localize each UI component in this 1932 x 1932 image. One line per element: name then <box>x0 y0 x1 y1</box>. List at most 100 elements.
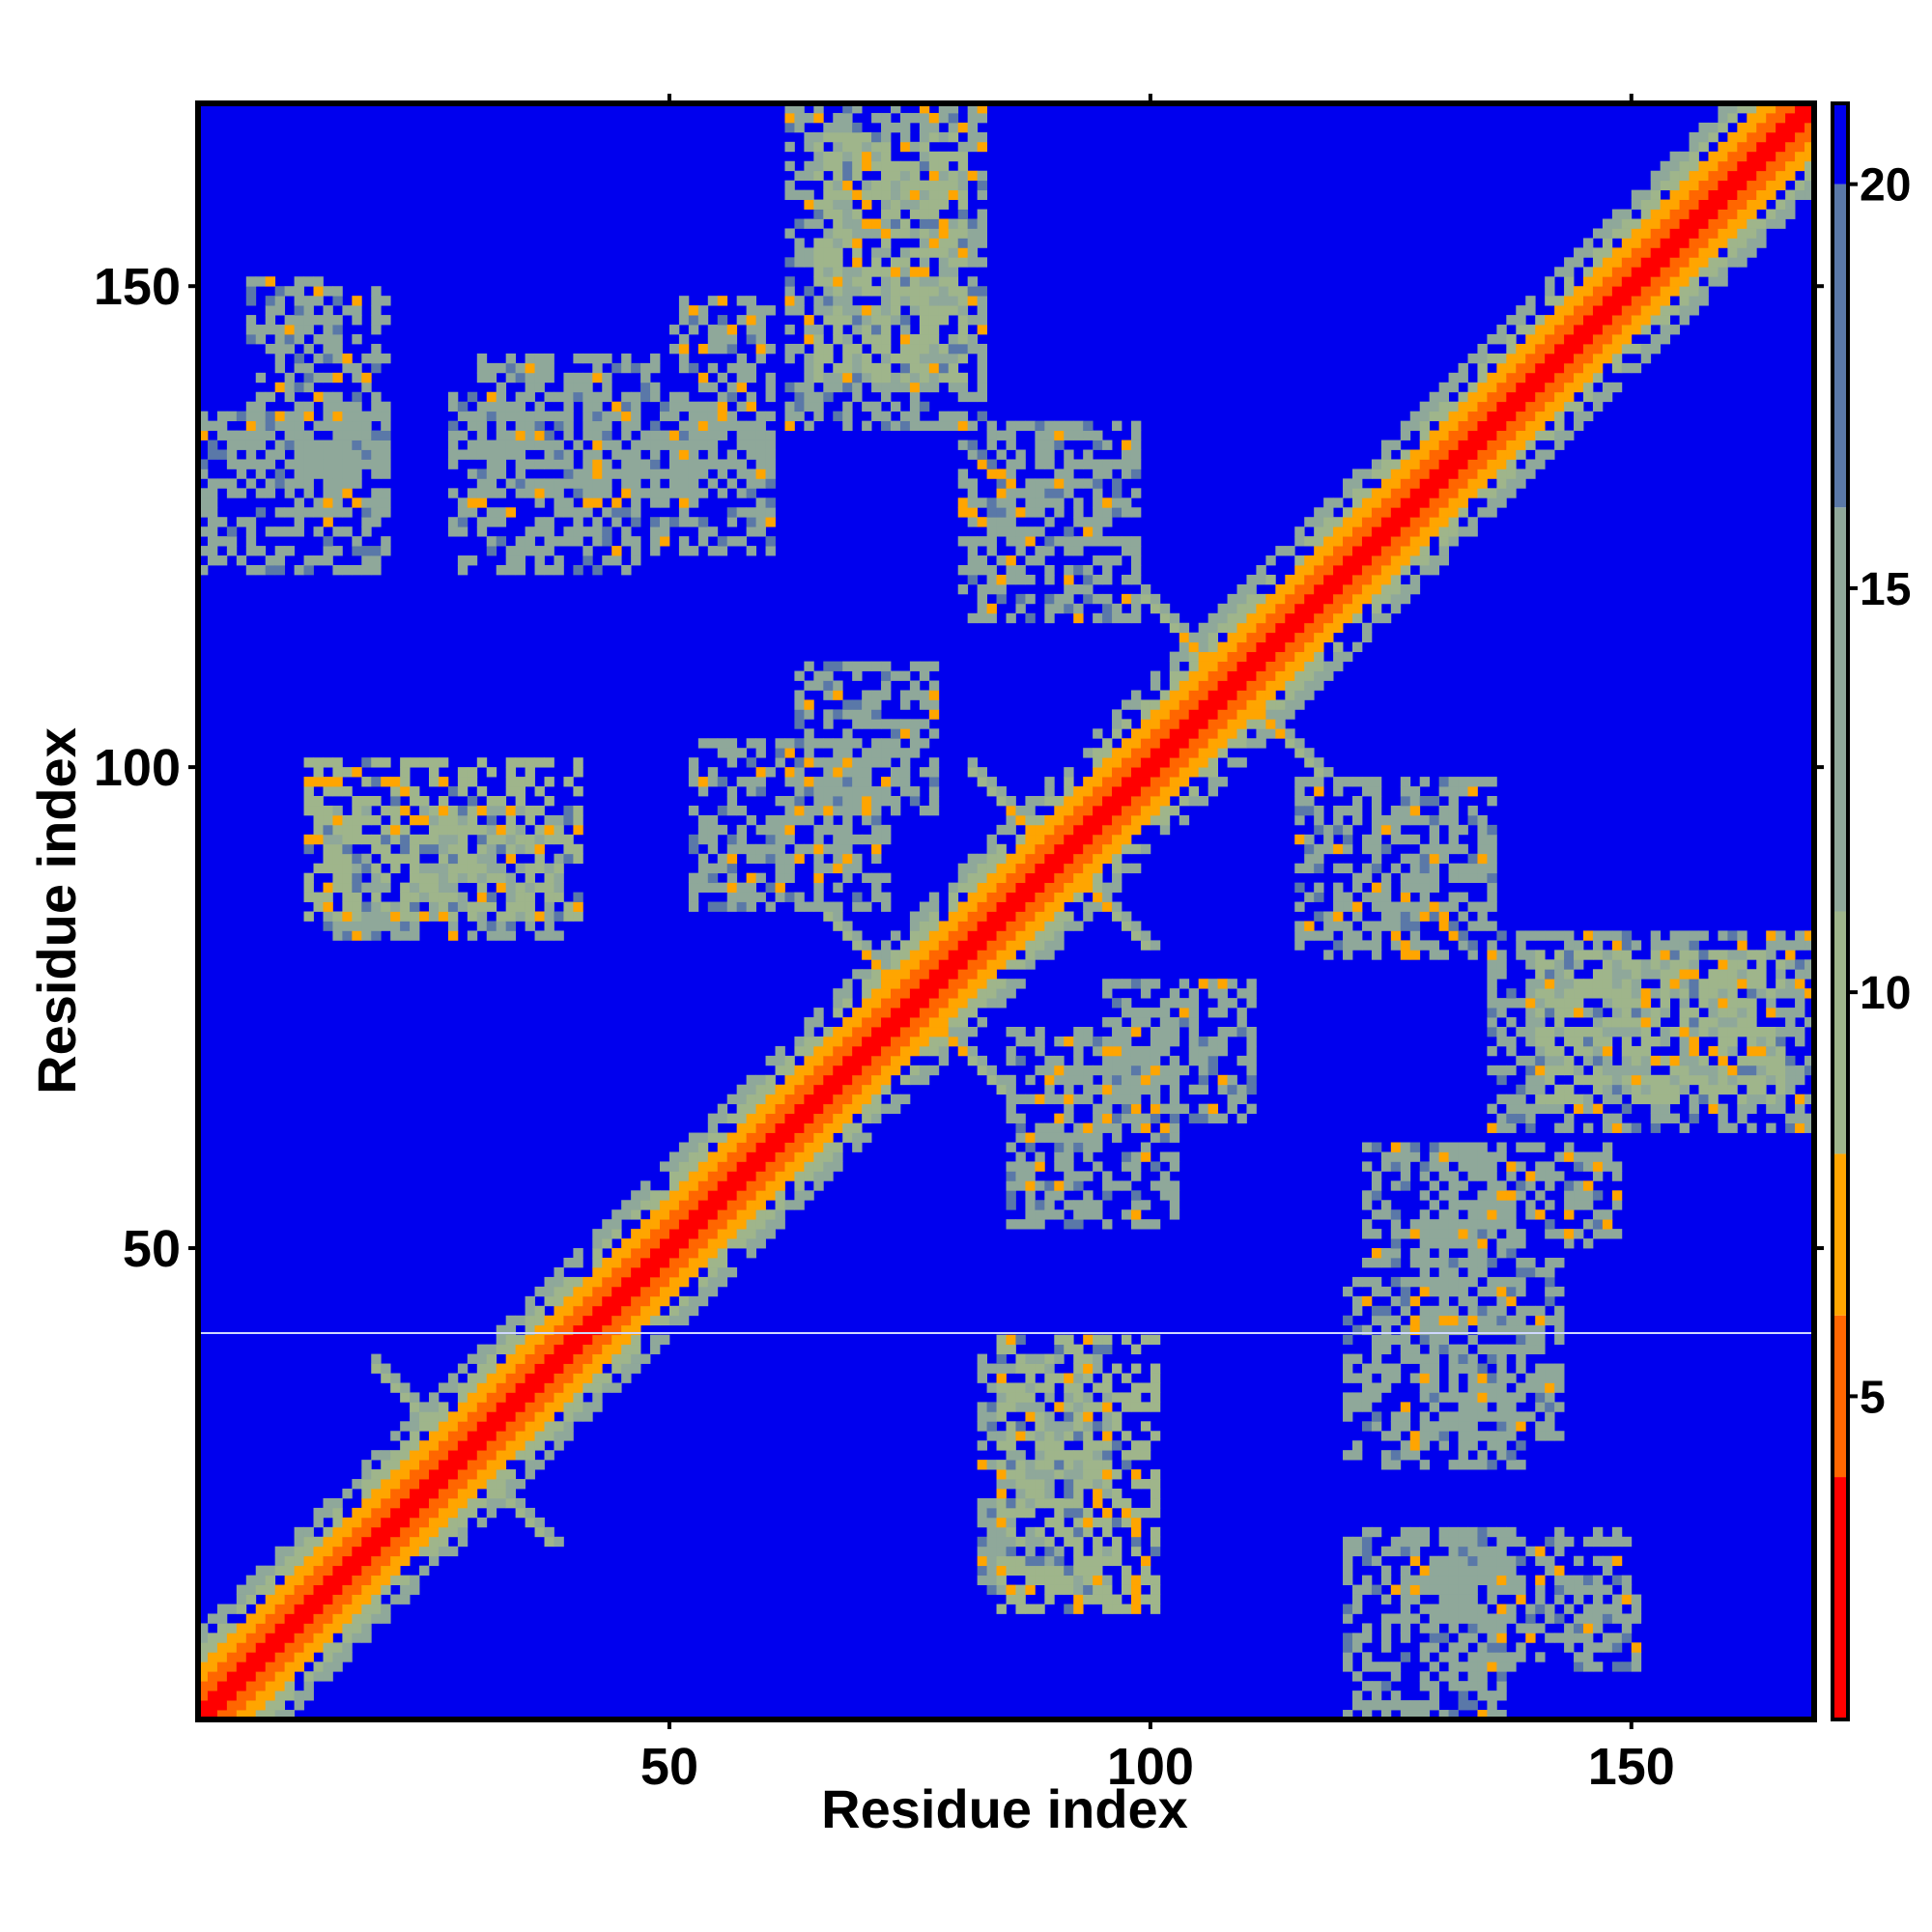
heatmap-cell <box>746 1238 756 1249</box>
heatmap-cell <box>342 411 353 422</box>
heatmap-cell <box>1083 1171 1094 1181</box>
heatmap-cell <box>707 1151 719 1162</box>
heatmap-cell <box>813 843 824 855</box>
heatmap-cell <box>447 1450 459 1461</box>
heatmap-cell <box>621 1200 632 1210</box>
heatmap-cell <box>371 1604 382 1614</box>
heatmap-cell <box>707 1132 719 1143</box>
heatmap-cell <box>996 469 1007 479</box>
heatmap-cell <box>1044 593 1055 605</box>
heatmap-cell <box>813 1084 824 1095</box>
heatmap-cell <box>881 189 892 200</box>
heatmap-cell <box>332 526 343 537</box>
heatmap-cell <box>255 1652 267 1662</box>
heatmap-cell <box>1083 459 1094 469</box>
heatmap-cell <box>1130 843 1142 855</box>
heatmap-cell <box>544 362 554 374</box>
heatmap-cell <box>602 382 612 393</box>
heatmap-cell <box>332 757 343 768</box>
heatmap-cell <box>438 1497 449 1509</box>
heatmap-cell <box>688 1190 699 1201</box>
heatmap-cell <box>1140 843 1151 855</box>
heatmap-cell <box>862 199 872 210</box>
heatmap-cell <box>1159 1180 1171 1191</box>
heatmap-cell <box>342 843 353 855</box>
heatmap-cell <box>361 777 372 787</box>
heatmap-cell <box>899 122 911 133</box>
heatmap-cell <box>573 767 583 778</box>
heatmap-cell <box>1025 1373 1036 1383</box>
heatmap-cell <box>1006 517 1016 527</box>
heatmap-cell <box>804 1074 814 1086</box>
heatmap-cell <box>852 141 863 153</box>
heatmap-cell <box>1054 1142 1065 1152</box>
heatmap-cell <box>284 1652 295 1662</box>
heatmap-cell <box>582 488 593 498</box>
heatmap-cell <box>977 863 987 874</box>
heatmap-cell <box>400 1594 411 1605</box>
heatmap-cell <box>1015 1392 1026 1403</box>
heatmap-cell <box>496 843 507 855</box>
heatmap-cell <box>1112 824 1122 836</box>
heatmap-cell <box>707 901 719 912</box>
heatmap-cell <box>1054 1575 1065 1585</box>
heatmap-cell <box>621 1248 632 1259</box>
heatmap-cell <box>563 449 574 460</box>
heatmap-cell <box>784 1200 795 1210</box>
heatmap-cell <box>631 1353 641 1364</box>
heatmap-cell <box>447 843 459 855</box>
heatmap-cell <box>891 305 901 316</box>
heatmap-cell <box>1044 1200 1055 1210</box>
heatmap-cell <box>678 1219 690 1230</box>
heatmap-cell <box>1015 1402 1026 1412</box>
heatmap-cell <box>1035 1065 1045 1076</box>
heatmap-cell <box>1102 1113 1113 1123</box>
heatmap-cell <box>400 1526 411 1538</box>
heatmap-cell <box>1112 1555 1122 1567</box>
heatmap-cell <box>1025 911 1036 922</box>
heatmap-cell <box>1169 1103 1180 1115</box>
heatmap-cell <box>381 1363 391 1374</box>
heatmap-cell <box>573 1402 583 1412</box>
heatmap-cell <box>765 391 776 403</box>
heatmap-cell <box>688 469 699 479</box>
heatmap-cell <box>1246 1036 1257 1047</box>
heatmap-cell <box>1130 1584 1142 1595</box>
heatmap-cell <box>457 901 469 912</box>
heatmap-cell <box>438 1507 449 1519</box>
heatmap-cell <box>1198 979 1209 989</box>
heatmap-cell <box>823 719 834 729</box>
heatmap-cell <box>1188 1045 1200 1057</box>
heatmap-cell <box>755 497 766 508</box>
heatmap-cell <box>631 449 641 460</box>
heatmap-cell <box>1035 1132 1045 1143</box>
heatmap-cell <box>534 555 545 566</box>
heatmap-cell <box>323 372 333 384</box>
heatmap-cell <box>986 1460 997 1470</box>
heatmap-cell <box>919 940 930 951</box>
heatmap-cell <box>447 1546 459 1557</box>
heatmap-cell <box>967 863 979 874</box>
heatmap-cell <box>919 950 930 960</box>
heatmap-cell <box>1169 777 1180 787</box>
heatmap-cell <box>919 189 930 200</box>
heatmap-cell <box>1179 979 1190 989</box>
heatmap-cell <box>746 488 756 498</box>
heatmap-cell <box>1159 1017 1171 1028</box>
heatmap-cell <box>688 449 699 460</box>
heatmap-cell <box>823 131 834 143</box>
heatmap-cell <box>746 546 756 556</box>
heatmap-cell <box>746 296 756 306</box>
heatmap-cell <box>1073 1171 1084 1181</box>
heatmap-cell <box>381 1469 391 1480</box>
heatmap-cell <box>957 209 969 219</box>
heatmap-cell <box>736 805 748 816</box>
heatmap-cell <box>717 1103 728 1115</box>
heatmap-cell <box>332 1613 343 1624</box>
heatmap-cell <box>602 555 612 566</box>
heatmap-cell <box>1265 680 1276 691</box>
heatmap-cell <box>332 863 343 874</box>
heatmap-cell <box>1112 1440 1122 1451</box>
heatmap-cell <box>534 546 545 556</box>
heatmap-cell <box>909 180 921 191</box>
